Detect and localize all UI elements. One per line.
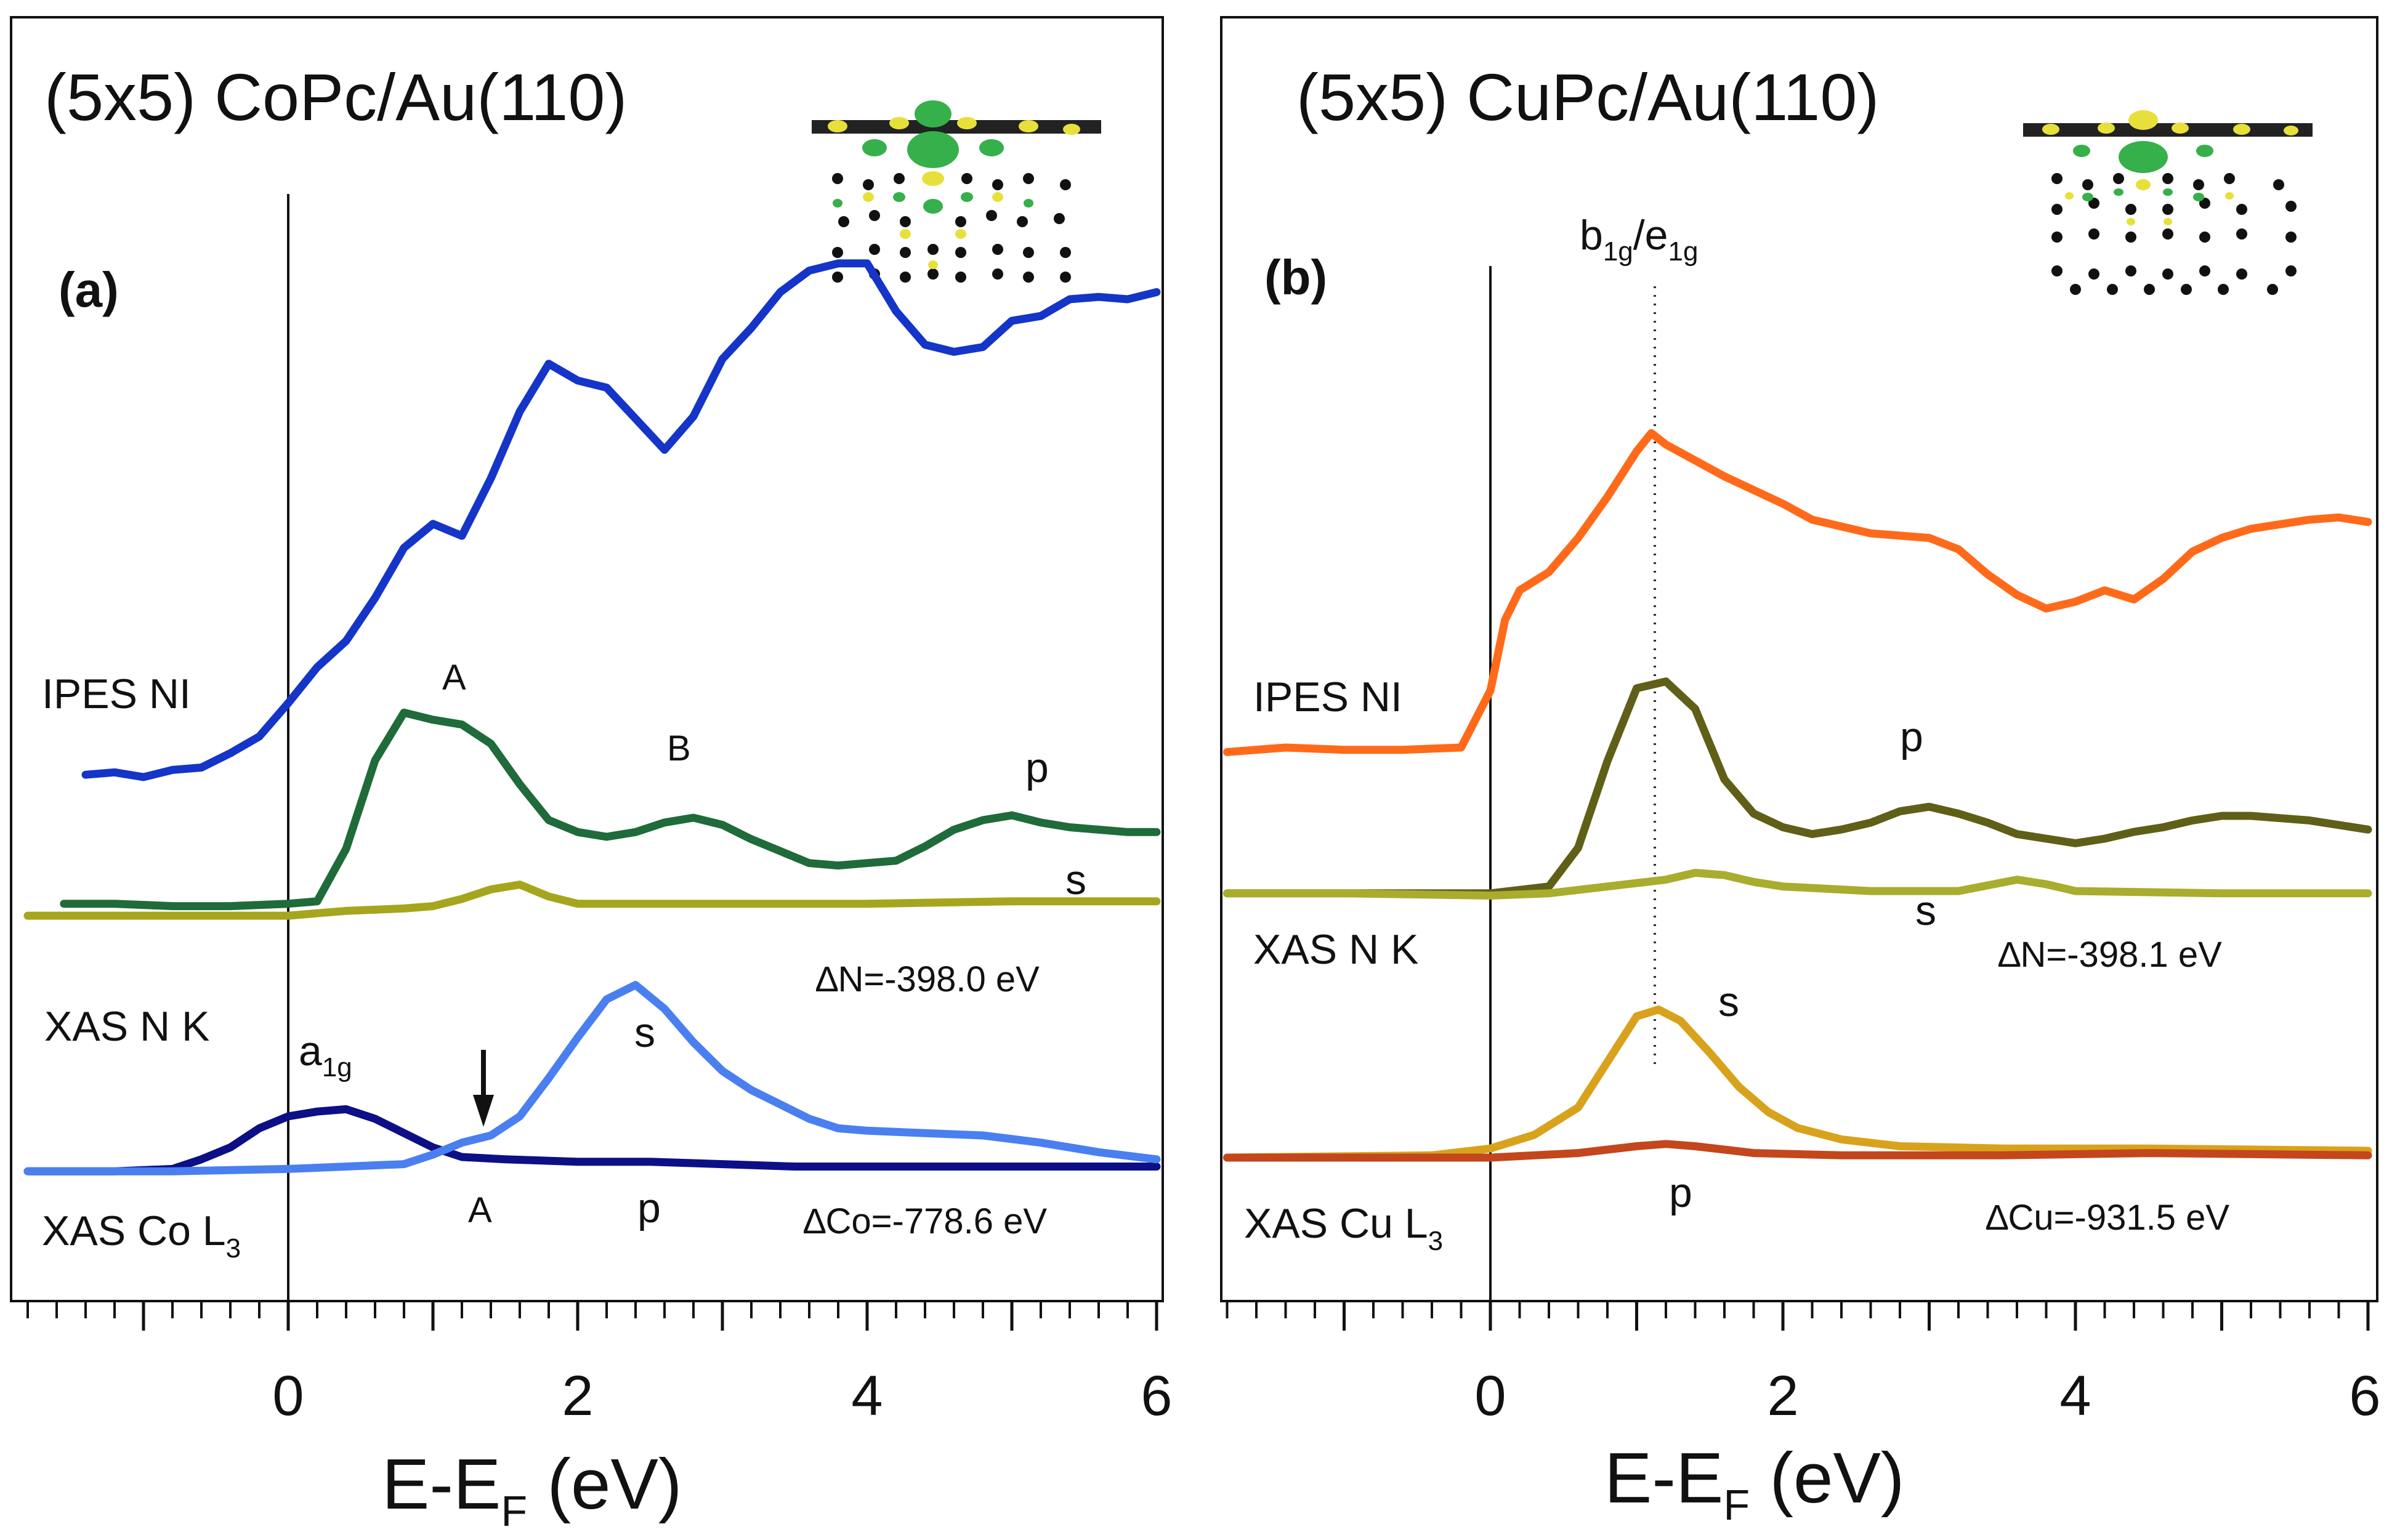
panel-a-series-xas-co-l3-p (23, 1105, 1161, 1175)
panel-b-xas-metal-label: XAS Cu L3 (1244, 1200, 1443, 1256)
panel-b-title: (5x5) CuPc/Au(110) (1296, 60, 1879, 134)
panel-a-delta-n: ∆N=-398.0 eV (816, 959, 1040, 999)
panel-b-delta-n: ∆N=-398.1 eV (1998, 935, 2222, 975)
panel-b-label: (b) (1264, 250, 1327, 305)
panel-b-series-ipes-ni (1223, 429, 2372, 756)
panel-a: (5x5) CoPc/Au(110) (a) (10, 16, 1173, 1535)
panel-a-inset-image (812, 100, 1101, 283)
panel-a-annot-p-top: p (1025, 744, 1049, 791)
panel-b-frame (1220, 16, 2378, 1302)
panel-a-ipes-label: IPES NI (42, 671, 191, 717)
panel-a-x-ticks (26, 1301, 1158, 1331)
panel-a-frame (10, 16, 1164, 1302)
panel-a-xas-metal-label: XAS Co L3 (42, 1207, 241, 1264)
panel-b-xas-n-label: XAS N K (1253, 926, 1418, 973)
panel-a-tick-label-0: 0 (272, 1365, 304, 1427)
panel-b-series-xas-cu-l3-p (1223, 1140, 2372, 1162)
panel-a-annot-A-bot: A (468, 1190, 492, 1230)
panel-b-x-ticks (1226, 1301, 2370, 1331)
panel-a-label: (a) (59, 262, 119, 317)
panel-a-series-xas-n-k-s (23, 881, 1161, 920)
panel-b-ipes-label: IPES NI (1253, 674, 1402, 720)
panel-a-xas-n-label: XAS N K (44, 1003, 209, 1050)
panel-b-tick-label-2: 2 (1767, 1365, 1798, 1427)
panel-b-series (1223, 429, 2372, 1162)
panel-b-series-xas-n-k-s (1223, 869, 2372, 900)
panel-a-tick-label-4: 4 (851, 1365, 883, 1427)
panel-a-annot-s-top: s (1065, 857, 1086, 903)
panel-b-x-axis-label: E-EF (eV) (1604, 1438, 1905, 1529)
panel-b-annot-p-top: p (1900, 714, 1923, 760)
panel-b-tick-label-0: 0 (1474, 1365, 1506, 1427)
panel-a-annot-B: B (667, 728, 691, 768)
panel-a-annot-p-bot: p (637, 1185, 661, 1232)
panel-b-series-xas-cu-l3-s (1223, 1006, 2372, 1162)
panel-a-tick-label-2: 2 (562, 1365, 593, 1427)
panel-a-series-xas-co-l3-s (23, 981, 1161, 1175)
panel-b-annot-p-bot: p (1669, 1169, 1692, 1216)
panel-b-peak-label: b1g/e1g (1580, 212, 1698, 267)
panel-b-delta-metal: ∆Cu=-931.5 eV (1986, 1198, 2229, 1238)
panel-b-series-xas-n-k-p (1223, 677, 2372, 898)
panel-a-annot-A-top: A (442, 658, 466, 698)
panel-a-series-ipes-ni (81, 259, 1161, 781)
panel-a-title: (5x5) CoPc/Au(110) (44, 60, 627, 134)
panel-a-annot-a1g: a1g (299, 1028, 352, 1082)
panel-a-series (23, 259, 1161, 1175)
panel-a-arrow-marker (473, 1050, 494, 1127)
panel-a-delta-metal: ∆Co=-778.6 eV (804, 1201, 1047, 1241)
panel-a-annot-s-mid: s (634, 1009, 655, 1056)
panel-b-annot-s-mid: s (1718, 978, 1739, 1025)
panel-b: (5x5) CuPc/Au(110) (b) (1220, 16, 2381, 1529)
panel-b-tick-label-6: 6 (2349, 1365, 2380, 1427)
panel-b-tick-label-4: 4 (2059, 1365, 2091, 1427)
panel-a-tick-label-6: 6 (1141, 1365, 1172, 1427)
panel-b-inset-image (2023, 110, 2313, 295)
panel-b-annot-s-top: s (1915, 887, 1936, 934)
panel-a-x-axis-label: E-EF (eV) (382, 1444, 682, 1535)
panel-a-series-xas-n-k-p (60, 708, 1161, 911)
